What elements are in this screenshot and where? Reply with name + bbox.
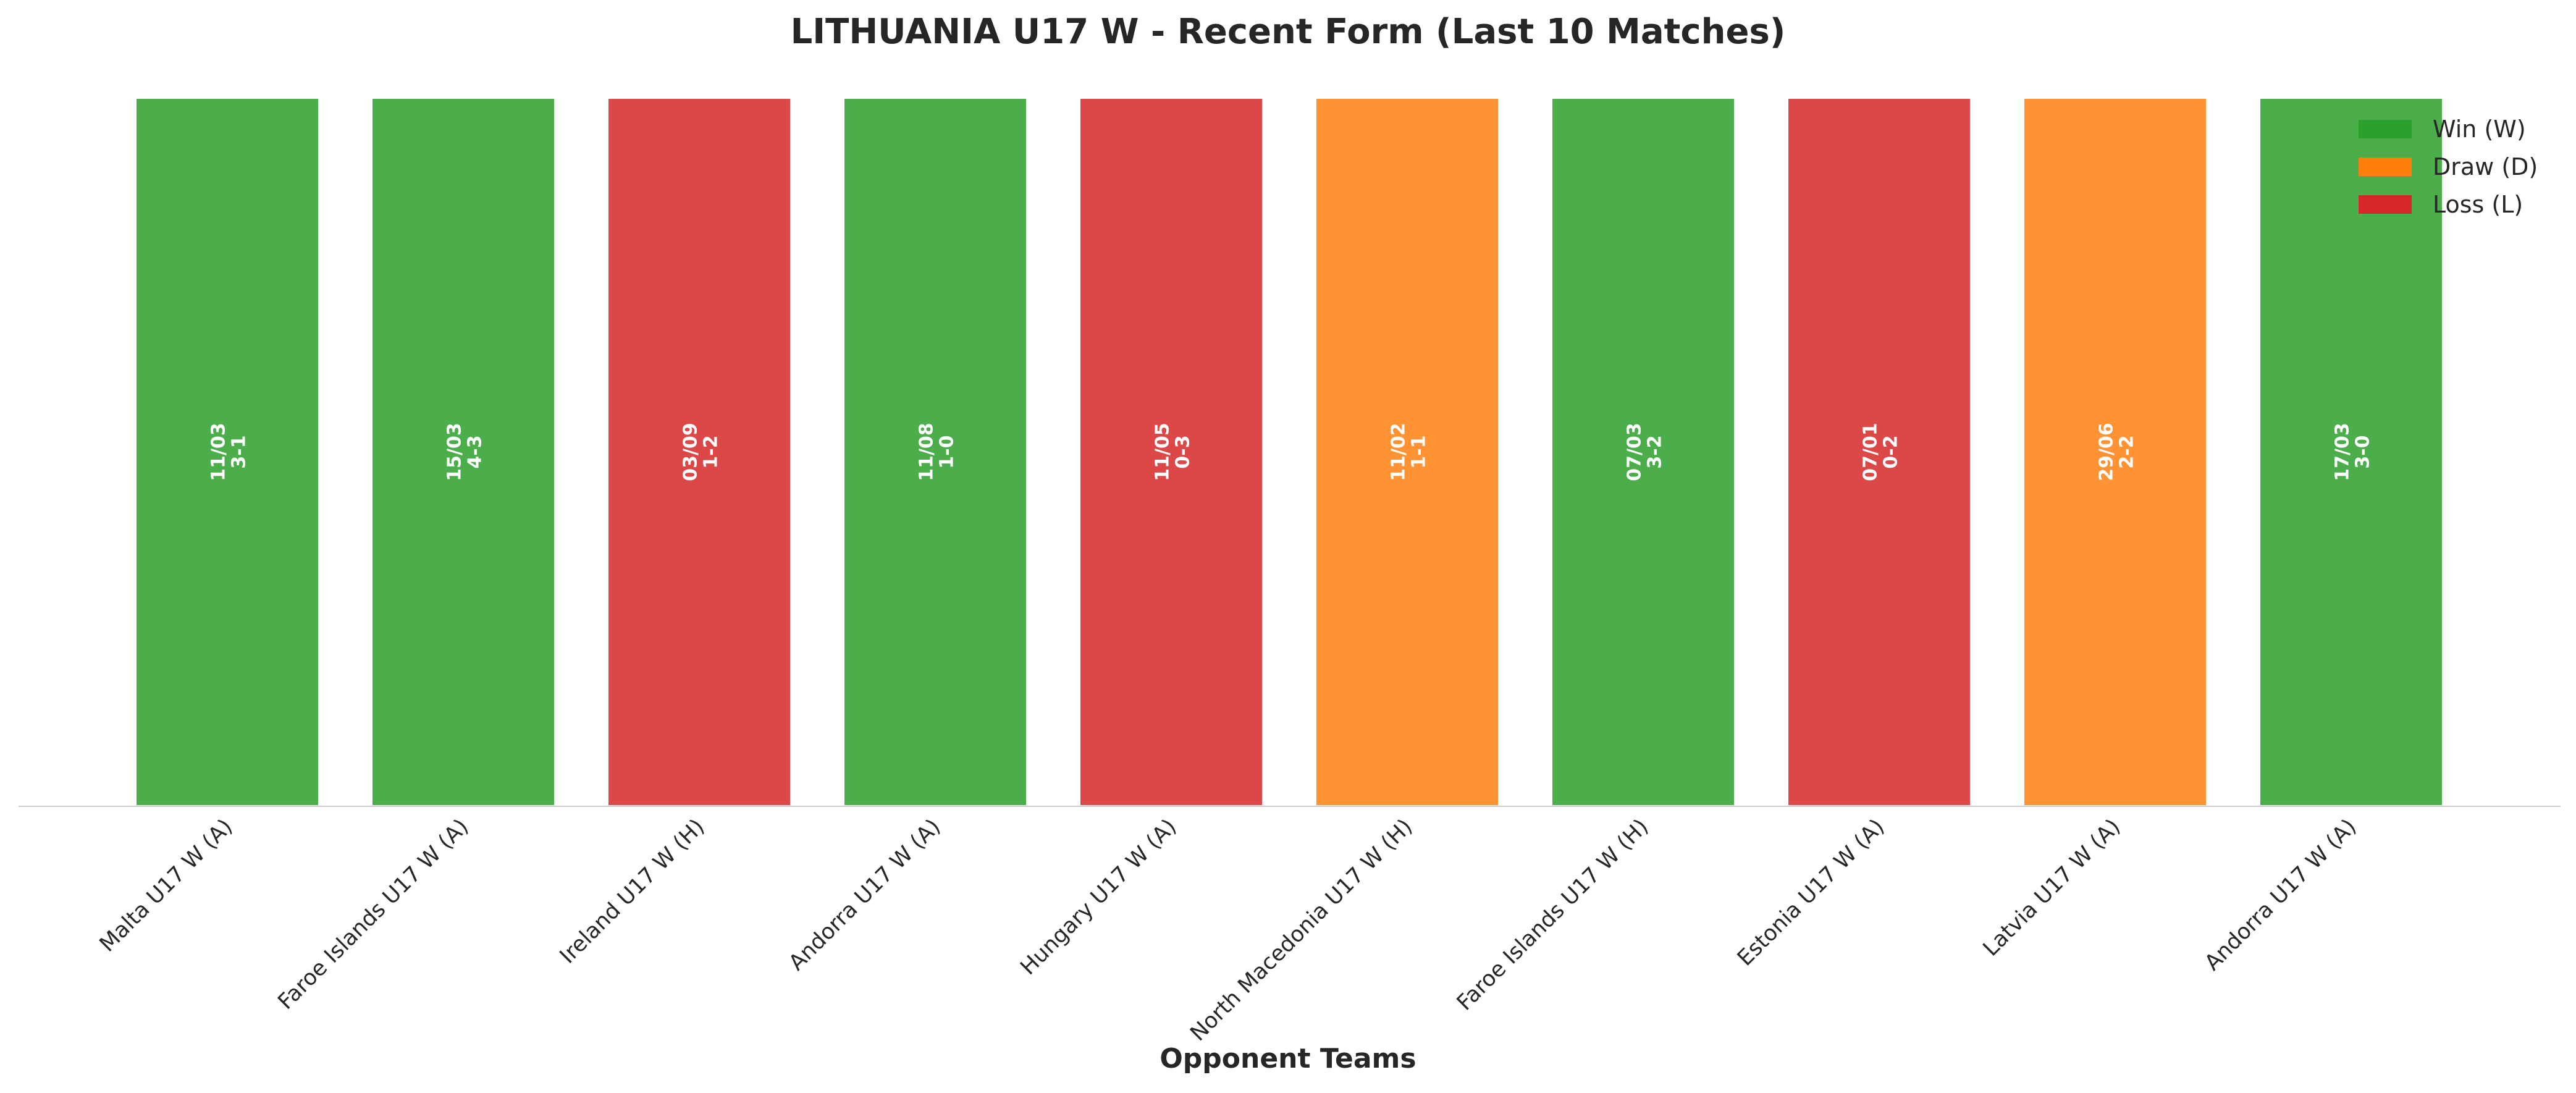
bar-data-label: 07/010-2	[1860, 423, 1902, 481]
x-tick-labels: Malta U17 W (A) Faroe Islands U17 W (A) Ir…	[95, 814, 2361, 1046]
legend-label: Win (W)	[2433, 116, 2526, 143]
bars-group	[134, 96, 2444, 808]
x-tick-label: Hungary U17 W (A)	[1016, 814, 1181, 980]
bar	[606, 96, 793, 808]
legend-label: Draw (D)	[2433, 153, 2538, 180]
x-tick-label: North Macedonia U17 W (H)	[1185, 814, 1417, 1046]
x-axis-label: Opponent Teams	[1160, 1043, 1416, 1074]
bar-data-label: 29/062-2	[2096, 423, 2138, 481]
legend-swatch	[2359, 120, 2412, 138]
bar-labels-group: 11/033-1 15/034-3 03/091-2 11/081-0 11/050-3…	[208, 423, 2374, 481]
bar	[134, 96, 321, 808]
bar-data-label: 07/033-2	[1624, 423, 1666, 481]
bar-data-label: 11/033-1	[208, 423, 250, 481]
x-tick-label: Andorra U17 W (A)	[785, 814, 946, 976]
bar-data-label: 15/034-3	[444, 423, 486, 481]
bar	[370, 96, 557, 808]
bar-data-label: 11/021-1	[1388, 423, 1430, 481]
x-tick-label: Ireland U17 W (H)	[555, 814, 709, 968]
legend-swatch	[2359, 158, 2412, 176]
x-tick-label: Faroe Islands U17 W (H)	[1452, 814, 1653, 1015]
x-tick-label: Malta U17 W (A)	[95, 814, 237, 956]
bar	[2258, 96, 2444, 808]
bar	[1314, 96, 1501, 808]
x-tick-label: Faroe Islands U17 W (A)	[274, 814, 474, 1015]
bar	[842, 96, 1029, 808]
legend-label: Loss (L)	[2433, 191, 2523, 218]
legend: Win (W) Draw (D) Loss (L)	[2359, 116, 2538, 218]
chart-title: LITHUANIA U17 W - Recent Form (Last 10 M…	[791, 12, 1786, 52]
bar-data-label: 03/091-2	[680, 423, 722, 481]
legend-swatch	[2359, 195, 2412, 214]
bar	[1078, 96, 1265, 808]
bar-data-label: 11/050-3	[1152, 423, 1194, 481]
x-tick-label: Latvia U17 W (A)	[1979, 814, 2126, 961]
x-tick-label: Andorra U17 W (A)	[2200, 814, 2362, 976]
bar-data-label: 17/033-0	[2332, 423, 2374, 481]
x-tick-label: Estonia U17 W (A)	[1733, 814, 1889, 971]
bar	[1786, 96, 1972, 808]
bar-data-label: 11/081-0	[916, 423, 958, 481]
